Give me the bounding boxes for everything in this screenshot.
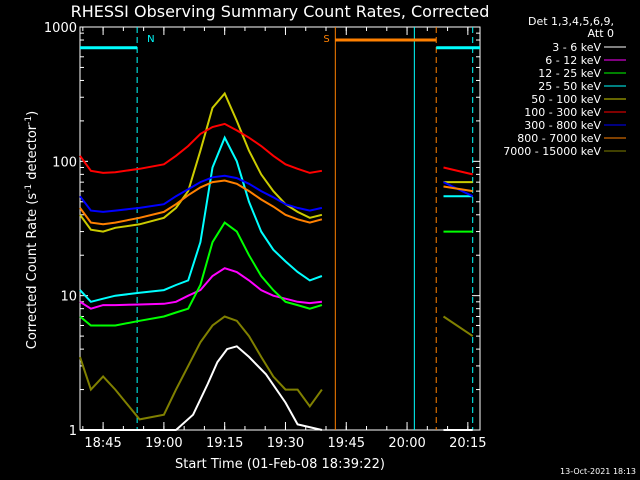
series-line — [79, 91, 473, 233]
x-axis-label: Start Time (01-Feb-08 18:39:22) — [175, 457, 385, 472]
flag-label: S — [323, 34, 329, 45]
x-tick-label: 20:00 — [388, 436, 425, 451]
legend-label: 100 - 300 keV — [524, 106, 601, 119]
series-line — [80, 345, 473, 431]
legend-header: Det 1,3,4,5,6,9, — [528, 15, 614, 28]
plot-area: 1 10 100 1000 18:45 19:00 19:15 19:30 19:45 20:00… — [44, 21, 487, 451]
legend-label: 12 - 25 keV — [538, 67, 601, 80]
x-tick-label: 19:15 — [206, 436, 243, 451]
y-tick-label: 1 — [69, 424, 77, 439]
chart-title: RHESSI Observing Summary Count Rates, Co… — [71, 2, 490, 21]
legend-label: 3 - 6 keV — [552, 41, 601, 54]
plot-frame — [79, 26, 481, 431]
x-tick-label: 19:45 — [328, 436, 365, 451]
x-tick-label: 19:30 — [267, 436, 304, 451]
legend-label: 50 - 100 keV — [531, 93, 601, 106]
legend-header: Att 0 — [588, 27, 614, 40]
flag-label: N — [147, 34, 154, 45]
legend-label: 7000 - 15000 keV — [503, 145, 601, 158]
x-tick-label: 20:15 — [449, 436, 486, 451]
legend-label: 800 - 7000 keV — [517, 132, 601, 145]
series-line — [79, 122, 473, 176]
legend-label: 25 - 50 keV — [538, 80, 601, 93]
y-tick-label: 1000 — [44, 21, 77, 36]
x-tick-label: 18:45 — [84, 436, 121, 451]
legend-label: 300 - 800 keV — [524, 119, 601, 132]
series-line — [79, 179, 473, 226]
series-line — [79, 221, 473, 327]
x-tick-label: 19:00 — [145, 436, 182, 451]
series-line — [79, 135, 473, 303]
y-tick-label: 10 — [60, 290, 77, 305]
svg-text:Corrected Count Rate (s-1 dete: Corrected Count Rate (s-1 detector-1) — [24, 111, 40, 349]
series-line — [79, 315, 474, 421]
footer-timestamp: 13-Oct-2021 18:13 — [560, 467, 636, 476]
series-line — [79, 267, 323, 310]
legend-label: 6 - 12 keV — [545, 54, 601, 67]
y-tick-label: 100 — [52, 155, 77, 170]
y-axis-label: Corrected Count Rate (s-1 detector-1) — [24, 111, 40, 349]
